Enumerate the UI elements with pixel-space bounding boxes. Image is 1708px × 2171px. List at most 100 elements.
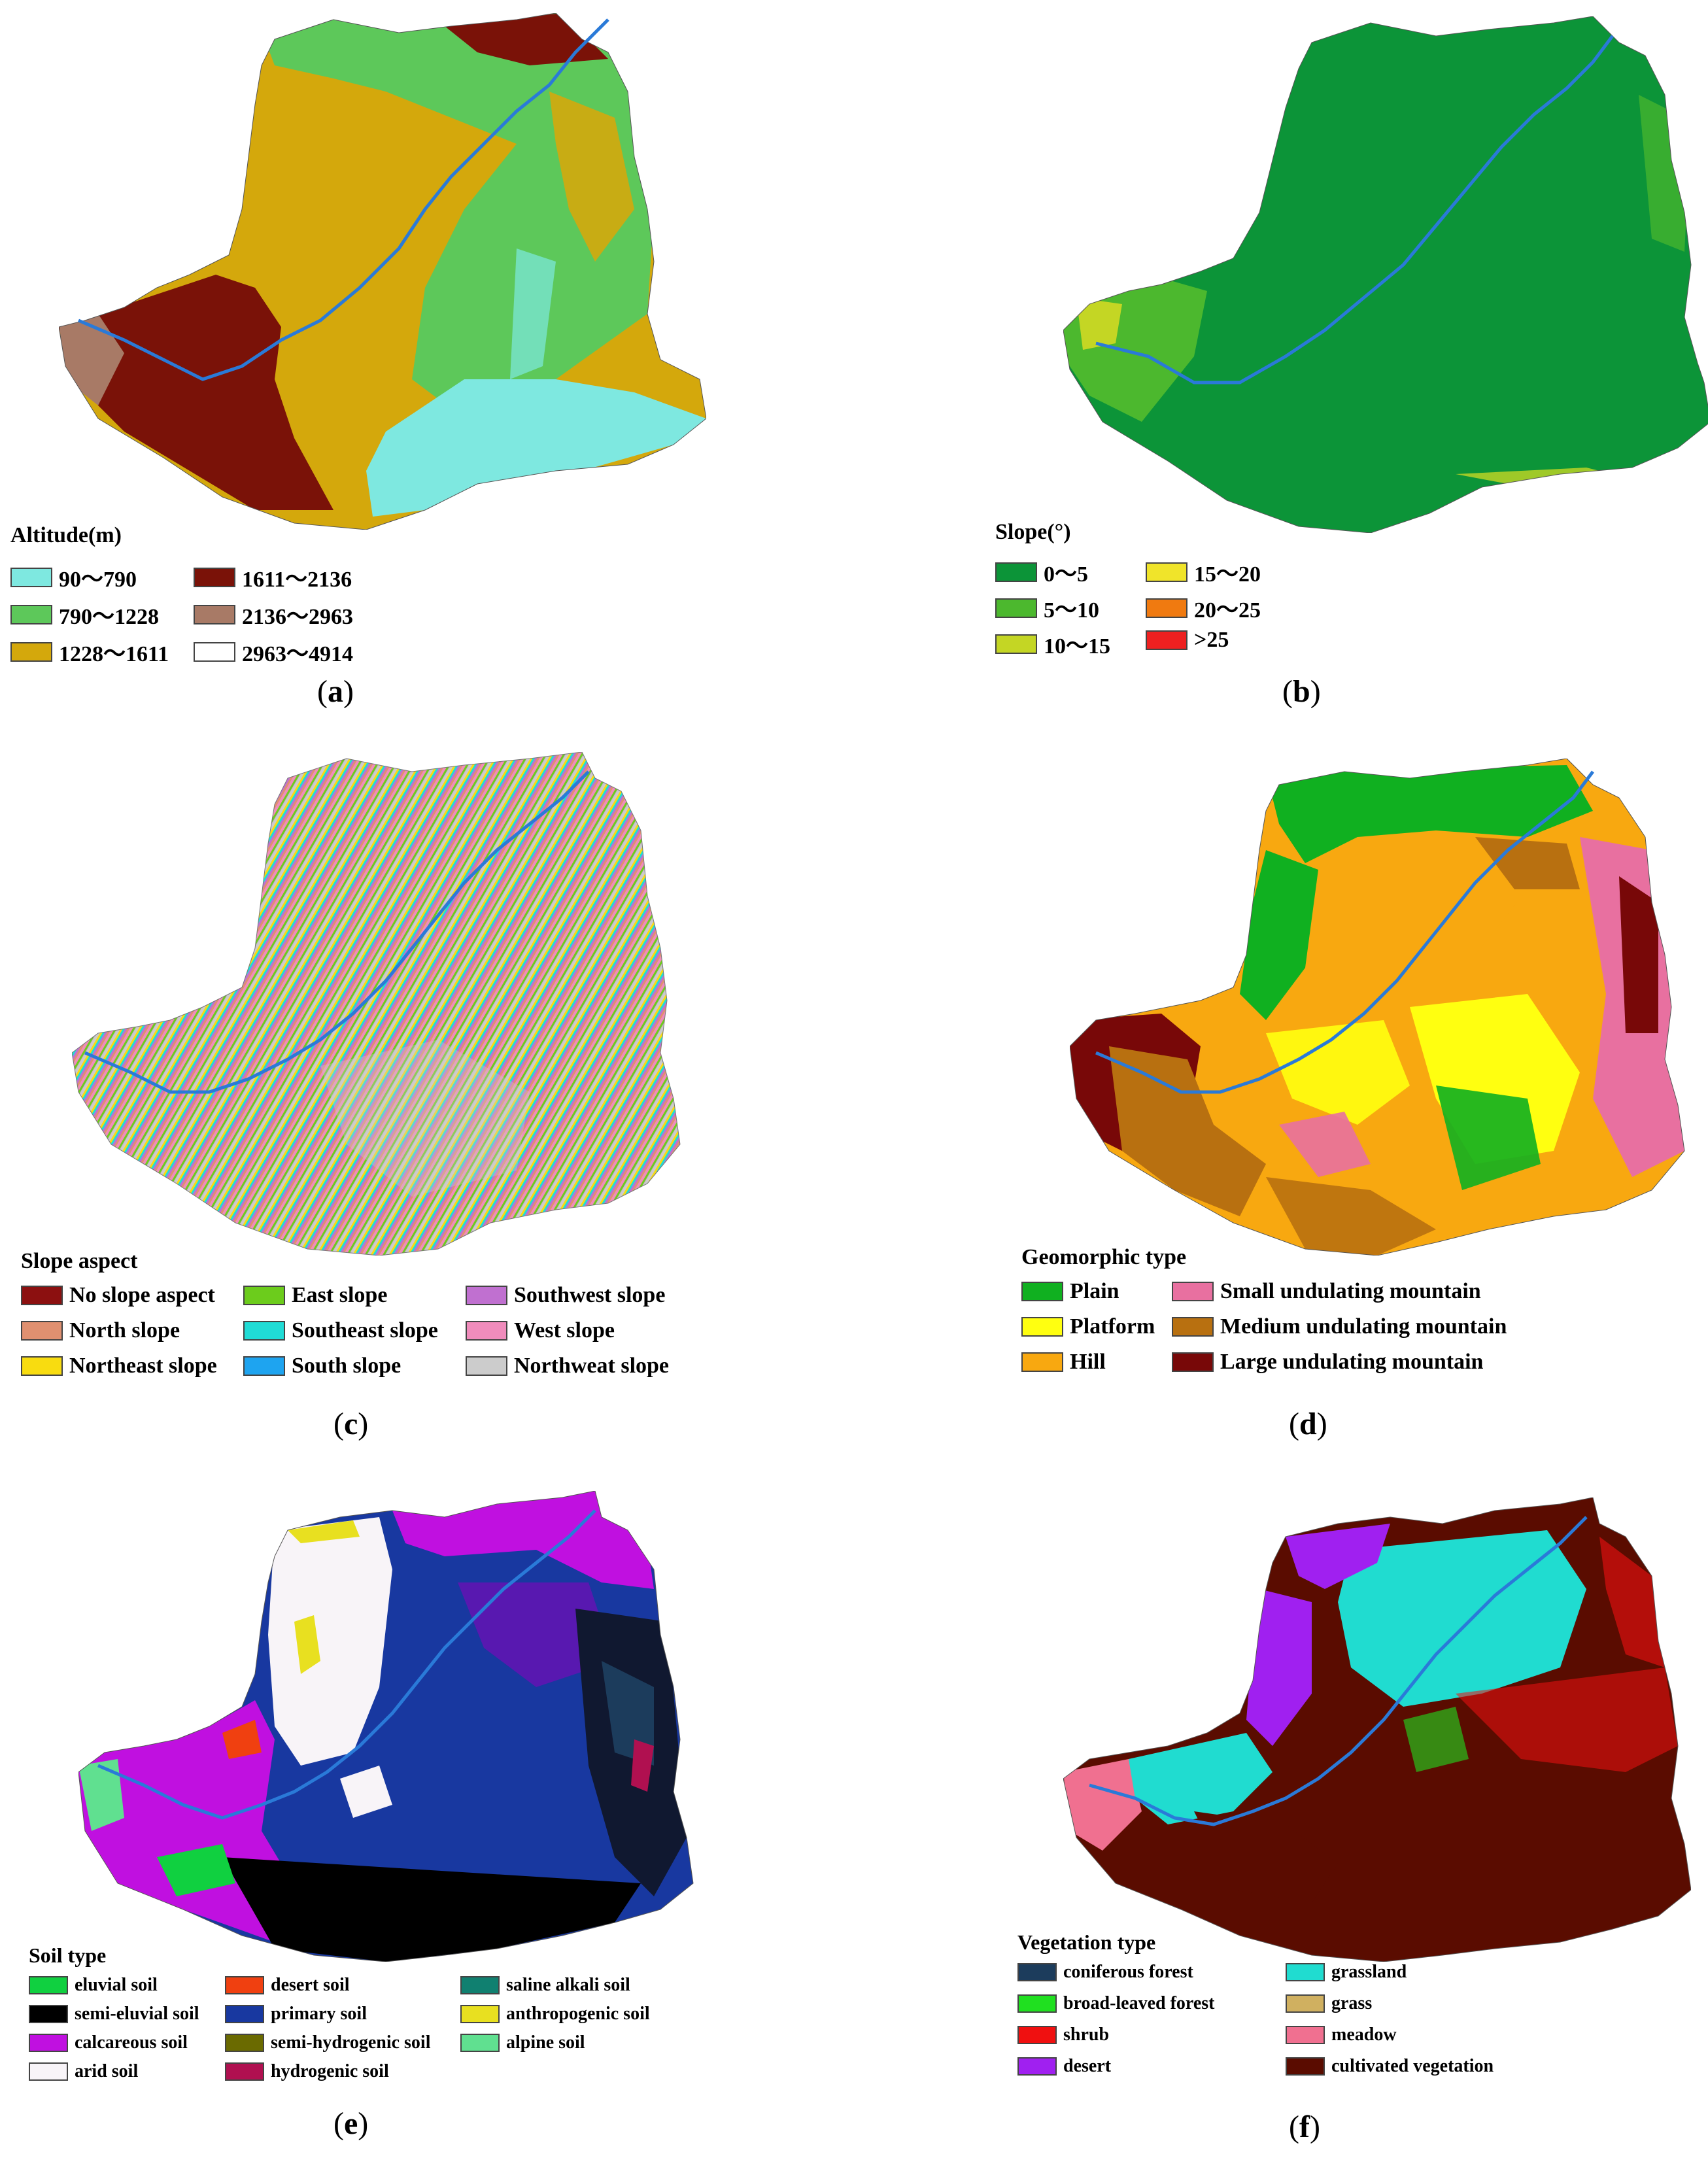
legend-swatch bbox=[21, 1286, 63, 1305]
legend-label: Plain bbox=[1070, 1279, 1119, 1303]
legend-item-e-3: saline alkali soil bbox=[460, 1975, 630, 1996]
legend-item-e-11: hydrogenic soil bbox=[225, 2061, 389, 2082]
legend-item-f-7: desert bbox=[1017, 2056, 1111, 2077]
legend-label: 5～10 bbox=[1044, 598, 1099, 623]
legend-label: desert bbox=[1063, 2056, 1112, 2076]
legend-label: Southeast slope bbox=[292, 1318, 438, 1342]
legend-swatch bbox=[225, 2062, 264, 2081]
legend-swatch bbox=[460, 2034, 500, 2052]
legend-item-b-1: 0～5 bbox=[995, 556, 1088, 588]
legend-label: >25 bbox=[1194, 628, 1229, 652]
legend-item-f-6: meadow bbox=[1286, 2025, 1397, 2045]
legend-swatch bbox=[10, 604, 52, 624]
legend-item-a-6: 2963～4914 bbox=[194, 636, 353, 668]
legend-item-d-2: Small undulating mountain bbox=[1172, 1279, 1481, 1304]
legend-swatch bbox=[466, 1356, 507, 1376]
legend-swatch bbox=[1021, 1317, 1063, 1337]
legend-item-f-2: grassland bbox=[1286, 1962, 1407, 1983]
legend-item-a-3: 790～1228 bbox=[10, 598, 159, 630]
legend-label: East slope bbox=[292, 1283, 388, 1307]
legend-swatch bbox=[466, 1286, 507, 1305]
legend-label: 2136～2963 bbox=[242, 605, 353, 629]
legend-label: semi-hydrogenic soil bbox=[271, 2032, 431, 2053]
legend-label: North slope bbox=[69, 1318, 180, 1342]
legend-swatch bbox=[21, 1321, 63, 1341]
legend-label: 20～25 bbox=[1194, 598, 1261, 623]
legend-item-f-5: shrub bbox=[1017, 2025, 1109, 2045]
legend-swatch bbox=[10, 641, 52, 662]
legend-label: Small undulating mountain bbox=[1220, 1279, 1481, 1303]
legend-swatch bbox=[1172, 1282, 1214, 1301]
legend-item-d-6: Large undulating mountain bbox=[1172, 1350, 1483, 1375]
legend-item-b-2: 15～20 bbox=[1146, 556, 1261, 588]
legend-title-b: Slope(°) bbox=[995, 520, 1071, 544]
legend-item-c-5: Southeast slope bbox=[243, 1318, 438, 1343]
legend-swatch bbox=[1017, 1994, 1057, 2013]
legend-swatch bbox=[995, 562, 1037, 582]
legend-label: Northweat slope bbox=[514, 1354, 670, 1378]
legend-label: West slope bbox=[514, 1318, 615, 1342]
legend-swatch bbox=[29, 1976, 68, 1994]
legend-item-f-1: coniferous forest bbox=[1017, 1962, 1193, 1983]
legend-label: Platform bbox=[1070, 1314, 1155, 1339]
panel-b: Slope(°) 0～5 15～20 5～10 20～25 10～15 >25 … bbox=[854, 0, 1708, 719]
legend-label: Medium undulating mountain bbox=[1220, 1314, 1507, 1339]
legend-swatch bbox=[225, 2005, 264, 2023]
legend-label: semi-eluvial soil bbox=[75, 2004, 199, 2024]
legend-swatch bbox=[1017, 2026, 1057, 2044]
legend-item-c-6: West slope bbox=[466, 1318, 615, 1343]
legend-swatch bbox=[1146, 630, 1187, 650]
legend-item-e-1: eluvial soil bbox=[29, 1975, 158, 1996]
legend-swatch bbox=[194, 641, 235, 662]
legend-label: cultivated vegetation bbox=[1331, 2056, 1494, 2076]
legend-label: Hill bbox=[1070, 1350, 1106, 1374]
legend-label: primary soil bbox=[271, 2004, 367, 2024]
vegetation-type-map bbox=[1063, 1497, 1691, 1962]
legend-item-d-1: Plain bbox=[1021, 1279, 1119, 1304]
legend-swatch bbox=[1172, 1317, 1214, 1337]
altitude-map bbox=[59, 13, 706, 530]
legend-label: arid soil bbox=[75, 2061, 139, 2081]
legend-item-a-5: 1228～1611 bbox=[10, 636, 169, 668]
panel-d: Geomorphic type Plain Small undulating m… bbox=[854, 739, 1708, 1458]
legend-item-c-4: North slope bbox=[21, 1318, 180, 1343]
legend-item-c-7: Northeast slope bbox=[21, 1354, 217, 1378]
legend-item-c-8: South slope bbox=[243, 1354, 401, 1378]
legend-label: Northeast slope bbox=[69, 1354, 217, 1378]
legend-item-e-10: arid soil bbox=[29, 2061, 138, 2082]
legend-item-b-4: 20～25 bbox=[1146, 592, 1261, 624]
legend-swatch bbox=[995, 598, 1037, 618]
panel-e: Soil type eluvial soil desert soil salin… bbox=[0, 1478, 854, 2171]
legend-item-e-5: primary soil bbox=[225, 2004, 367, 2025]
legend-swatch bbox=[460, 2005, 500, 2023]
legend-label: shrub bbox=[1063, 2025, 1110, 2045]
caption-b: (b) bbox=[1282, 674, 1321, 709]
legend-label: grassland bbox=[1331, 1962, 1407, 1982]
geomorphic-map bbox=[1070, 759, 1685, 1256]
legend-item-b-5: 10～15 bbox=[995, 628, 1110, 660]
legend-item-e-4: semi-eluvial soil bbox=[29, 2004, 199, 2025]
panel-a: Altitude(m) 90～790 1611～2136 790～1228 21… bbox=[0, 0, 854, 719]
panel-c: Slope aspect No slope aspect East slope … bbox=[0, 739, 854, 1458]
legend-title-d: Geomorphic type bbox=[1021, 1245, 1187, 1269]
legend-swatch bbox=[1286, 2026, 1325, 2044]
legend-label: broad-leaved forest bbox=[1063, 1993, 1215, 2013]
legend-item-f-3: broad-leaved forest bbox=[1017, 1993, 1215, 2014]
legend-item-d-3: Platform bbox=[1021, 1314, 1155, 1339]
legend-swatch bbox=[1146, 598, 1187, 618]
legend-swatch bbox=[466, 1321, 507, 1341]
legend-label: 10～15 bbox=[1044, 634, 1110, 658]
legend-item-a-4: 2136～2963 bbox=[194, 598, 353, 630]
legend-item-c-3: Southwest slope bbox=[466, 1283, 665, 1308]
legend-label: Southwest slope bbox=[514, 1283, 666, 1307]
legend-swatch bbox=[29, 2034, 68, 2052]
legend-swatch bbox=[243, 1321, 285, 1341]
legend-item-e-6: anthropogenic soil bbox=[460, 2004, 650, 2025]
legend-label: Large undulating mountain bbox=[1220, 1350, 1484, 1374]
legend-label: hydrogenic soil bbox=[271, 2061, 389, 2081]
caption-c: (c) bbox=[333, 1407, 369, 1441]
legend-swatch bbox=[995, 634, 1037, 654]
caption-a: (a) bbox=[317, 674, 354, 709]
legend-title-c: Slope aspect bbox=[21, 1249, 138, 1273]
legend-item-f-4: grass bbox=[1286, 1993, 1372, 2014]
